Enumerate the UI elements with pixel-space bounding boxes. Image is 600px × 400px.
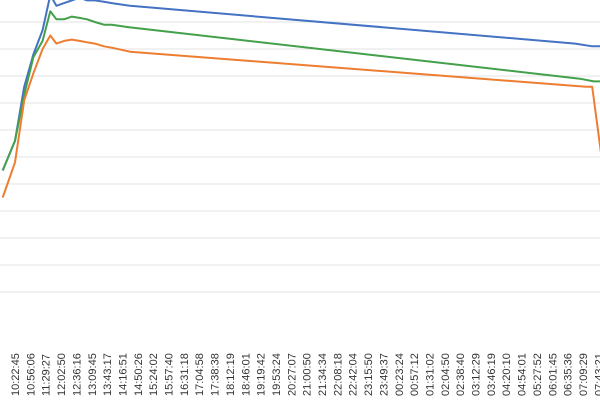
x-tick-label: 10:22:45 [10, 353, 22, 396]
x-tick-label: 19:19:42 [256, 353, 268, 396]
series-line-3 [1, 34, 600, 198]
x-tick-label: 03:12:29 [471, 353, 483, 396]
x-tick-label: 00:23:24 [394, 353, 406, 396]
x-tick-label: 15:57:40 [164, 353, 176, 396]
x-tick-label: 11:29:27 [41, 354, 53, 396]
series-line-1 [1, 0, 600, 171]
x-tick-label: 13:09:45 [87, 353, 99, 396]
x-tick-label: 18:12:19 [225, 353, 237, 396]
x-tick-label: 14:16:51 [117, 353, 129, 396]
x-tick-label: 12:02:50 [56, 353, 68, 396]
x-tick-label: 19:53:24 [271, 353, 283, 396]
x-tick-label: 14:50:26 [133, 353, 145, 396]
x-tick-label: 13:43:17 [102, 353, 114, 396]
series-line-2 [1, 10, 600, 171]
x-tick-label: 04:20:10 [501, 353, 513, 396]
x-tick-label: 21:34:34 [317, 353, 329, 396]
x-tick-label: 06:35:36 [563, 353, 575, 396]
x-tick-label: 21:00:50 [302, 353, 314, 396]
x-tick-label: 07:09:29 [578, 353, 590, 396]
gridlines [0, 21, 600, 293]
x-tick-label: 04:54:01 [517, 353, 529, 396]
x-tick-label: 23:49:37 [378, 353, 390, 396]
x-tick-label: 02:04:50 [440, 353, 452, 396]
x-tick-label: 20:27:07 [286, 353, 298, 396]
x-tick-label: 18:46:01 [240, 353, 252, 396]
x-tick-label: 17:04:58 [194, 353, 206, 396]
x-tick-label: 06:01:45 [547, 353, 559, 396]
x-tick-label: 17:38:38 [210, 353, 222, 396]
x-tick-label: 22:08:18 [332, 353, 344, 396]
x-tick-label: 12:36:16 [71, 353, 83, 396]
x-axis-tick-labels: 10:22:45 10:56:06 11:29:27 12:02:50 12:36:16… [10, 353, 600, 396]
series-lines [1, 0, 600, 198]
x-tick-label: 23:15:50 [363, 353, 375, 396]
x-tick-label: 22:42:04 [348, 353, 360, 396]
x-tick-label: 10:56:06 [25, 353, 37, 396]
x-tick-label: 16:31:18 [179, 353, 191, 396]
x-tick-label: 03:46:19 [486, 353, 498, 396]
x-tick-label: 00:57:12 [409, 353, 421, 396]
x-tick-label: 01:31:02 [424, 353, 436, 396]
x-tick-label: 05:27:52 [532, 353, 544, 396]
x-tick-label: 02:38:40 [455, 353, 467, 396]
x-tick-label: 15:24:02 [148, 353, 160, 396]
x-tick-label: 07:43:21 [593, 353, 600, 396]
